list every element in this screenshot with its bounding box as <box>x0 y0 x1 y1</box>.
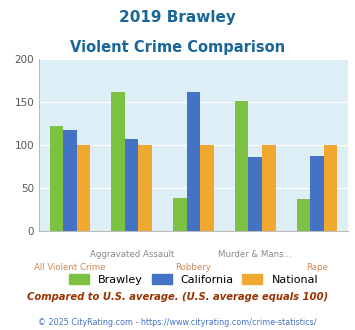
Text: Murder & Mans...: Murder & Mans... <box>218 250 292 259</box>
Bar <box>200 145 214 231</box>
Bar <box>50 126 63 231</box>
Text: Compared to U.S. average. (U.S. average equals 100): Compared to U.S. average. (U.S. average … <box>27 292 328 302</box>
Bar <box>262 145 275 231</box>
Bar <box>138 145 152 231</box>
Bar <box>235 101 248 231</box>
Bar <box>173 198 187 231</box>
Bar <box>297 199 310 231</box>
Bar <box>111 92 125 231</box>
Bar <box>77 145 90 231</box>
Bar <box>187 92 200 231</box>
Text: All Violent Crime: All Violent Crime <box>34 263 106 272</box>
Text: © 2025 CityRating.com - https://www.cityrating.com/crime-statistics/: © 2025 CityRating.com - https://www.city… <box>38 318 317 327</box>
Text: Violent Crime Comparison: Violent Crime Comparison <box>70 40 285 54</box>
Text: Rape: Rape <box>306 263 328 272</box>
Text: 2019 Brawley: 2019 Brawley <box>119 10 236 25</box>
Bar <box>310 156 324 231</box>
Legend: Brawley, California, National: Brawley, California, National <box>69 274 318 285</box>
Text: Robbery: Robbery <box>175 263 212 272</box>
Bar <box>324 145 337 231</box>
Bar <box>248 157 262 231</box>
Text: Aggravated Assault: Aggravated Assault <box>89 250 174 259</box>
Bar <box>125 139 138 231</box>
Bar <box>63 130 77 231</box>
